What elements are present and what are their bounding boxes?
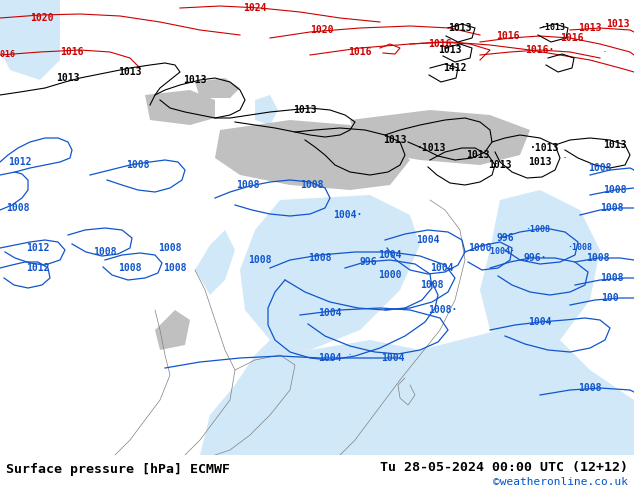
- Text: 1008: 1008: [420, 280, 444, 290]
- Text: 1004: 1004: [318, 353, 342, 363]
- Text: 1008: 1008: [119, 263, 142, 273]
- Text: 1008: 1008: [158, 243, 182, 253]
- Text: 1008: 1008: [578, 383, 602, 393]
- Polygon shape: [215, 120, 410, 190]
- Polygon shape: [240, 195, 420, 350]
- Text: 1008: 1008: [600, 273, 624, 283]
- Text: 100: 100: [601, 293, 619, 303]
- Text: 1013: 1013: [448, 23, 472, 33]
- Text: 1016: 1016: [496, 31, 520, 41]
- Polygon shape: [0, 0, 60, 80]
- Text: Surface pressure [hPa] ECMWF: Surface pressure [hPa] ECMWF: [6, 463, 230, 475]
- Polygon shape: [305, 215, 355, 255]
- Text: 1000: 1000: [378, 270, 402, 280]
- Text: 1024: 1024: [243, 3, 267, 13]
- Text: 1008: 1008: [163, 263, 187, 273]
- Text: 1008: 1008: [603, 185, 627, 195]
- Text: 1004: 1004: [528, 317, 552, 327]
- Polygon shape: [155, 310, 190, 350]
- Text: 1013: 1013: [488, 160, 512, 170]
- Text: 996·: 996·: [523, 253, 547, 263]
- Text: ·: ·: [563, 155, 567, 161]
- Text: 1008: 1008: [93, 247, 117, 257]
- Text: 1013: 1013: [603, 140, 627, 150]
- Text: 1013: 1013: [528, 157, 552, 167]
- Text: 1412: 1412: [443, 63, 467, 73]
- Text: 5·1016: 5·1016: [0, 50, 15, 59]
- Polygon shape: [145, 90, 215, 125]
- Text: 1008: 1008: [6, 203, 30, 213]
- Text: 1013: 1013: [606, 19, 630, 29]
- Text: 1020: 1020: [310, 25, 333, 35]
- Text: 1008: 1008: [588, 163, 612, 173]
- Text: 1016: 1016: [428, 39, 452, 49]
- Text: 1004·: 1004·: [333, 210, 363, 220]
- Text: 1004: 1004: [430, 263, 454, 273]
- Text: ·1013: ·1013: [541, 24, 566, 32]
- Polygon shape: [200, 340, 520, 455]
- Text: 1013: 1013: [119, 67, 142, 77]
- Text: 1013: 1013: [383, 135, 407, 145]
- Text: ·1008: ·1008: [567, 244, 593, 252]
- Text: ·1004·: ·1004·: [485, 247, 515, 256]
- Text: 996: 996: [359, 257, 377, 267]
- Text: 1008: 1008: [236, 180, 260, 190]
- Text: ·1008: ·1008: [526, 225, 550, 235]
- Text: 1008: 1008: [600, 203, 624, 213]
- Text: 1016: 1016: [560, 33, 584, 43]
- Text: ·: ·: [348, 352, 352, 358]
- Text: 1012: 1012: [8, 157, 32, 167]
- Text: 1013: 1013: [438, 45, 462, 55]
- Text: 1016: 1016: [348, 47, 372, 57]
- Text: 1016·: 1016·: [526, 45, 555, 55]
- Text: 1013: 1013: [294, 105, 317, 115]
- Text: 1000: 1000: [469, 243, 492, 253]
- Text: 1016: 1016: [60, 47, 84, 57]
- Text: 1008·: 1008·: [429, 305, 458, 315]
- Polygon shape: [350, 110, 530, 165]
- Polygon shape: [480, 190, 600, 360]
- Polygon shape: [255, 95, 278, 125]
- Text: 1004: 1004: [378, 250, 402, 260]
- Polygon shape: [195, 230, 235, 295]
- Text: 1004: 1004: [318, 308, 342, 318]
- Text: ·1013: ·1013: [530, 143, 560, 153]
- Text: 1004: 1004: [381, 353, 404, 363]
- Text: ©weatheronline.co.uk: ©weatheronline.co.uk: [493, 477, 628, 487]
- Text: 1013: 1013: [183, 75, 207, 85]
- Text: 1012: 1012: [26, 243, 49, 253]
- Text: 1013: 1013: [466, 150, 489, 160]
- Polygon shape: [420, 330, 634, 455]
- Text: 1020: 1020: [30, 13, 54, 23]
- Text: Tu 28-05-2024 00:00 UTC (12+12): Tu 28-05-2024 00:00 UTC (12+12): [380, 461, 628, 474]
- Text: 1012: 1012: [26, 263, 49, 273]
- Text: 1008: 1008: [308, 253, 332, 263]
- Text: 1013: 1013: [578, 23, 602, 33]
- Text: 1008: 1008: [586, 253, 610, 263]
- Text: ·: ·: [603, 49, 607, 55]
- Text: 1013: 1013: [56, 73, 80, 83]
- Text: 1008: 1008: [249, 255, 272, 265]
- Text: 1004: 1004: [417, 235, 440, 245]
- Text: 1008: 1008: [126, 160, 150, 170]
- Polygon shape: [195, 78, 240, 98]
- Text: 996: 996: [496, 233, 514, 243]
- Text: 1008: 1008: [301, 180, 324, 190]
- Text: ·1013: ·1013: [417, 143, 447, 153]
